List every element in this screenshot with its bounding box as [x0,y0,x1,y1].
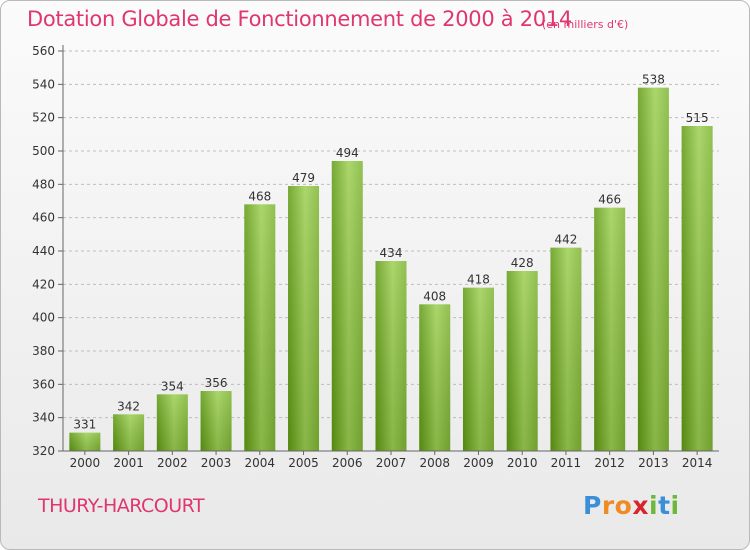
y-tick-label: 540 [32,77,55,91]
x-tick-label: 2007 [376,456,407,470]
y-tick-label: 480 [32,177,55,191]
bar-shade [244,204,276,451]
x-tick-label: 2012 [594,456,625,470]
x-tick-label: 2002 [157,456,188,470]
y-tick-label: 520 [32,111,55,125]
bar-shade [200,391,232,451]
bars-layer: 331 342 354 356 468 479 494 434 408 418 428 442 466 5… [69,73,713,452]
bar-shade [331,161,363,451]
bar-value-label: 515 [686,111,709,125]
commune-name: THURY-HARCOURT [38,495,205,517]
bar-value-label: 342 [117,399,140,413]
bar-shade [113,414,145,451]
y-tick-label: 460 [32,211,55,225]
x-tick-label: 2000 [70,456,101,470]
bar-value-label: 468 [248,189,271,203]
bar-shade [681,126,713,451]
bar-shade [506,271,538,451]
chart-subtitle: (en milliers d'€) [542,18,629,31]
bar-shade [462,287,494,451]
bar-shade [375,261,407,451]
bar-value-label: 418 [467,273,490,287]
x-tick-label: 2003 [201,456,232,470]
bar-shade [550,247,582,451]
x-tick-label: 2011 [551,456,582,470]
bar-value-label: 494 [336,146,359,160]
bar-value-label: 331 [73,418,96,432]
y-tick-label: 440 [32,244,55,258]
x-tick-label: 2001 [113,456,144,470]
bar-value-label: 479 [292,171,315,185]
x-tick-label: 2005 [288,456,319,470]
bar-value-label: 466 [598,193,621,207]
x-tick-label: 2014 [682,456,713,470]
chart-title: Dotation Globale de Fonctionnement de 20… [27,7,572,31]
y-tick-label: 320 [32,444,55,458]
proxiti-logo: Proxiti [583,491,680,520]
x-tick-label: 2004 [245,456,276,470]
y-tick-label: 400 [32,311,55,325]
y-tick-label: 360 [32,377,55,391]
bar-shade [419,304,451,451]
bar-value-label: 428 [511,256,534,270]
bar-shade [156,394,188,451]
bar-shade [637,87,669,452]
bar-shade [288,186,320,451]
bar-value-label: 354 [161,379,184,393]
axis-layer: 320 340 360 380 400 420 440 460 480 500 520 540 560 2… [32,44,719,470]
bar-shade [69,432,101,451]
bar-value-label: 434 [380,246,403,260]
bar-value-label: 442 [554,233,577,247]
y-tick-label: 340 [32,411,55,425]
bar-value-label: 538 [642,73,665,87]
y-tick-label: 500 [32,144,55,158]
y-tick-label: 380 [32,344,55,358]
x-tick-label: 2013 [638,456,669,470]
x-tick-label: 2009 [463,456,494,470]
y-tick-label: 420 [32,277,55,291]
x-tick-label: 2008 [419,456,450,470]
x-tick-label: 2006 [332,456,363,470]
y-tick-label: 560 [32,44,55,58]
x-tick-label: 2010 [507,456,538,470]
bar-shade [594,207,626,451]
bar-value-label: 356 [205,376,228,390]
bar-value-label: 408 [423,289,446,303]
